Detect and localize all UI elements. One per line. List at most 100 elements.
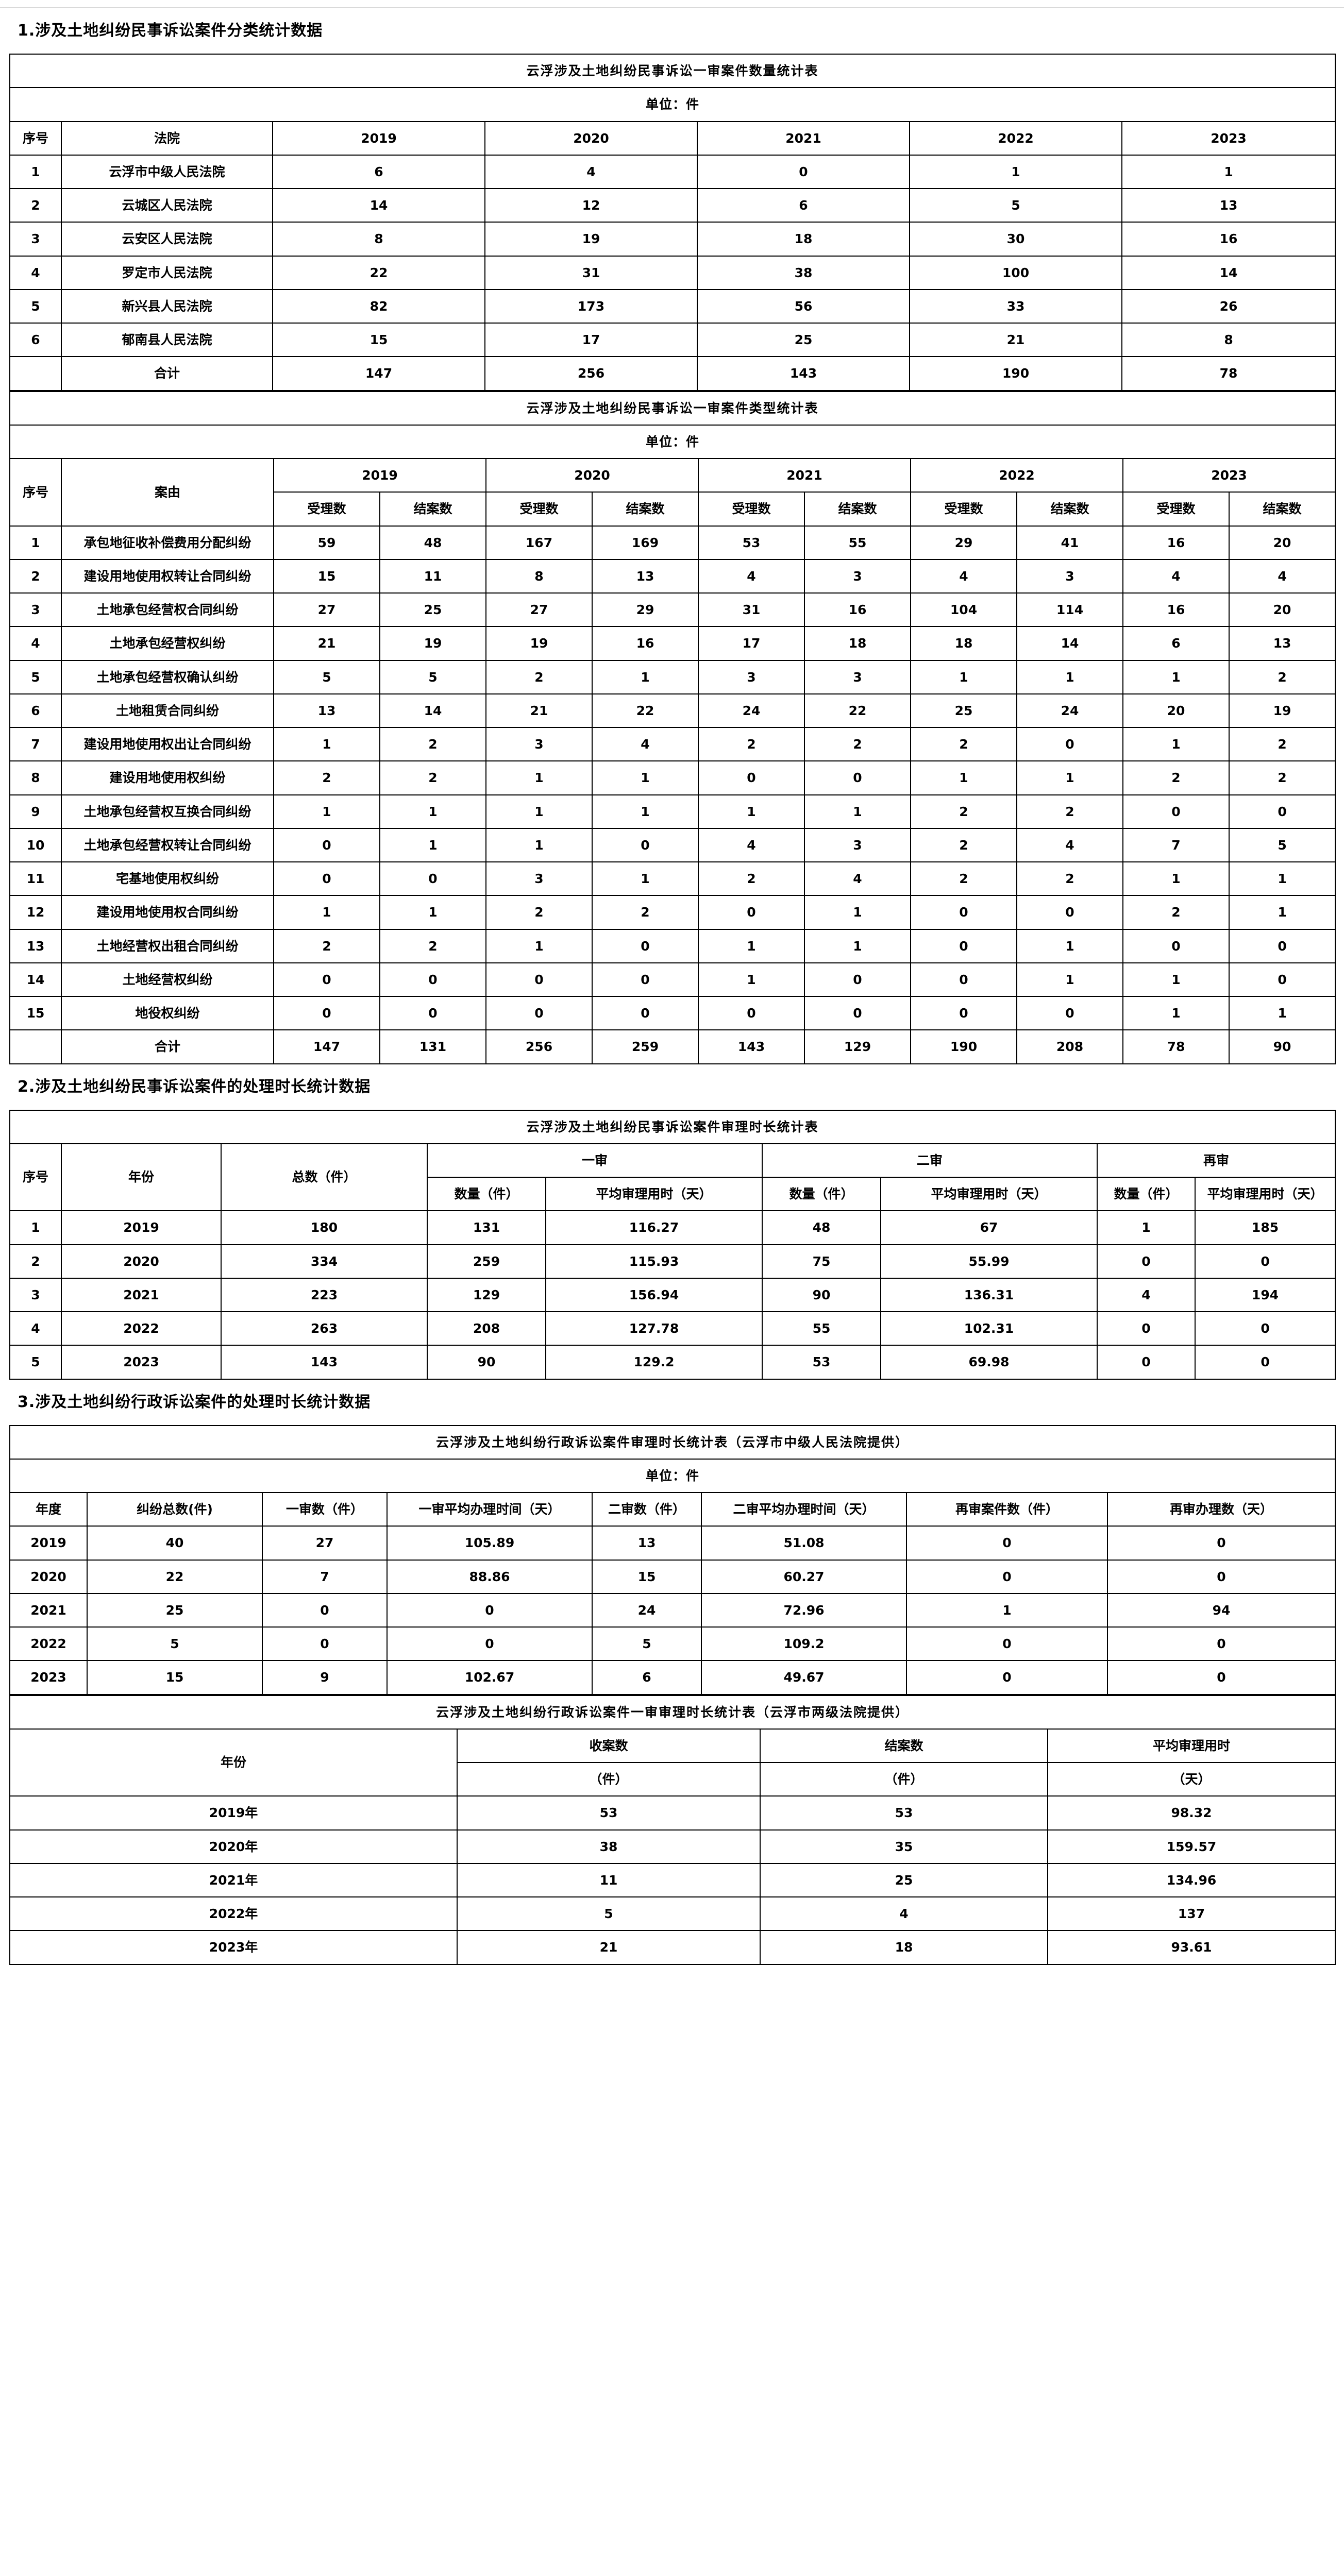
cell-second-d: 102.31 xyxy=(880,1311,1098,1346)
table-admin-first-instance-duration: 云浮涉及土地纠纷行政诉讼案件一审审理时长统计表（云浮市两级法院提供） 年份 收案… xyxy=(9,1694,1336,1965)
cell-value: 20 xyxy=(1228,525,1336,560)
subheader-days: 平均审理用时（天） xyxy=(545,1176,763,1212)
table2-subheader-row: 受理数 结案数 受理数 结案数 受理数 结案数 受理数 结案数 受理数 结案数 xyxy=(10,492,1336,527)
cell-value: 3 xyxy=(698,659,805,694)
table2-unit-label: 单位：件 xyxy=(9,424,1336,460)
cell-value: 2 xyxy=(1122,760,1230,795)
table5-title: 云浮涉及土地纠纷行政诉讼案件一审审理时长统计表（云浮市两级法院提供） xyxy=(9,1694,1336,1730)
cell-value: 1 xyxy=(485,928,593,963)
cell-value: 4 xyxy=(1228,558,1336,594)
cell-second-d: 60.27 xyxy=(701,1559,907,1594)
table3-group-second: 二审 xyxy=(762,1143,1098,1178)
cell-year: 2023 xyxy=(9,1660,88,1695)
cell-first-n: 90 xyxy=(427,1345,546,1380)
cell-value: 2 xyxy=(273,928,380,963)
cell-second-d: 67 xyxy=(880,1210,1098,1245)
cell-value: 1 xyxy=(1016,928,1123,963)
table-civil-duration: 云浮涉及土地纠纷民事诉讼案件审理时长统计表 序号 年份 总数（件） 一审 二审 … xyxy=(9,1109,1336,1380)
cell-no: 14 xyxy=(9,962,62,997)
cell-value: 30 xyxy=(909,222,1122,257)
cell-first-n: 131 xyxy=(427,1210,546,1245)
cell-value: 21 xyxy=(485,693,593,728)
cell-year: 2019 xyxy=(61,1210,222,1245)
cell-cause: 土地承包经营权纠纷 xyxy=(61,626,274,661)
cell-first-n: 27 xyxy=(262,1526,388,1561)
cell-value: 2 xyxy=(910,861,1017,896)
table4-header-first-d: 一审平均办理时间（天） xyxy=(387,1492,593,1527)
table-row: 1 云浮市中级人民法院 6 4 0 1 1 xyxy=(9,154,1336,190)
cell-blank xyxy=(9,356,62,391)
cell-value: 2 xyxy=(1228,659,1336,694)
total-value: 190 xyxy=(910,1029,1017,1064)
cell-accepted: 5 xyxy=(457,1896,761,1931)
table5-header-closed: 结案数 xyxy=(760,1728,1048,1764)
cell-value: 1 xyxy=(1016,760,1123,795)
cell-no: 5 xyxy=(9,1345,62,1380)
cell-value: 1 xyxy=(592,659,699,694)
table2-header-2023: 2023 xyxy=(1122,457,1336,493)
cell-cause: 土地承包经营权合同纠纷 xyxy=(61,592,274,628)
total-label: 合计 xyxy=(61,356,273,391)
table5-unit-avg-days: （天） xyxy=(1047,1761,1336,1797)
cell-value: 1 xyxy=(1122,995,1230,1031)
section-heading-1: 1.涉及土地纠纷民事诉讼案件分类统计数据 xyxy=(18,22,323,40)
cell-second-n: 13 xyxy=(592,1526,702,1561)
cell-value: 16 xyxy=(1122,525,1230,560)
table-row: 2022 5 0 0 5 109.2 0 0 xyxy=(9,1626,1336,1662)
cell-value: 4 xyxy=(698,827,805,863)
cell-value: 24 xyxy=(1016,693,1123,728)
subheader-accepted: 受理数 xyxy=(910,492,1017,527)
table1-unit-label: 单位：件 xyxy=(9,87,1336,122)
cell-value: 0 xyxy=(379,962,486,997)
table-civil-first-instance-counts: 云浮涉及土地纠纷民事诉讼一审案件数量统计表 单位：件 序号 法院 2019 20… xyxy=(9,53,1336,391)
table-row: 2 云城区人民法院 14 12 6 5 13 xyxy=(9,188,1336,223)
cell-avg-days: 137 xyxy=(1047,1896,1336,1931)
cell-cause: 地役权纠纷 xyxy=(61,995,274,1031)
cell-cause: 土地经营权纠纷 xyxy=(61,962,274,997)
cell-year: 2020 xyxy=(9,1559,88,1594)
cell-total: 143 xyxy=(221,1345,428,1380)
cell-court: 罗定市人民法院 xyxy=(61,255,273,290)
table-row: 2023年 21 18 93.61 xyxy=(9,1930,1336,1965)
cell-second-n: 53 xyxy=(762,1345,881,1380)
section-heading-3: 3.涉及土地纠纷行政诉讼案件的处理时长统计数据 xyxy=(18,1393,371,1411)
cell-retrial-d: 0 xyxy=(1106,1626,1336,1662)
cell-value: 8 xyxy=(485,558,593,594)
cell-value: 3 xyxy=(804,659,911,694)
cell-value: 2 xyxy=(485,895,593,930)
cell-value: 1 xyxy=(804,794,911,829)
table2-header-2021: 2021 xyxy=(698,457,911,493)
cell-value: 0 xyxy=(804,760,911,795)
cell-value: 4 xyxy=(804,861,911,896)
cell-retrial-n: 0 xyxy=(1097,1345,1196,1380)
total-value: 259 xyxy=(592,1029,699,1064)
cell-value: 0 xyxy=(804,962,911,997)
subheader-closed: 结案数 xyxy=(592,492,699,527)
cell-accepted: 53 xyxy=(457,1795,761,1831)
cell-second-d: 51.08 xyxy=(701,1526,907,1561)
cell-value: 114 xyxy=(1016,592,1123,628)
table3-title-row: 云浮涉及土地纠纷民事诉讼案件审理时长统计表 xyxy=(9,1109,1336,1144)
cell-retrial-d: 0 xyxy=(1106,1526,1336,1561)
cell-second-n: 5 xyxy=(592,1626,702,1662)
subheader-accepted: 受理数 xyxy=(1122,492,1230,527)
cell-no: 13 xyxy=(9,928,62,963)
cell-value: 1 xyxy=(1122,659,1230,694)
cell-value: 82 xyxy=(272,289,485,324)
cell-value: 20 xyxy=(1122,693,1230,728)
cell-value: 3 xyxy=(1016,558,1123,594)
table5-unit-row: （件） （件） （天） xyxy=(10,1761,1336,1797)
table2-header-no: 序号 xyxy=(9,458,62,527)
cell-total: 223 xyxy=(221,1277,428,1313)
document-page: 1.涉及土地纠纷民事诉讼案件分类统计数据 云浮涉及土地纠纷民事诉讼一审案件数量统… xyxy=(0,7,1344,1965)
cell-year: 2019 xyxy=(9,1526,88,1561)
section-heading-2: 2.涉及土地纠纷民事诉讼案件的处理时长统计数据 xyxy=(18,1077,371,1096)
total-value: 147 xyxy=(272,356,485,391)
cell-value: 1 xyxy=(804,895,911,930)
cell-value: 2 xyxy=(698,726,805,762)
cell-retrial-n: 0 xyxy=(1097,1311,1196,1346)
table5-header-accepted: 收案数 xyxy=(457,1728,761,1764)
cell-value: 1 xyxy=(698,962,805,997)
cell-value: 18 xyxy=(697,222,910,257)
cell-value: 173 xyxy=(484,289,698,324)
